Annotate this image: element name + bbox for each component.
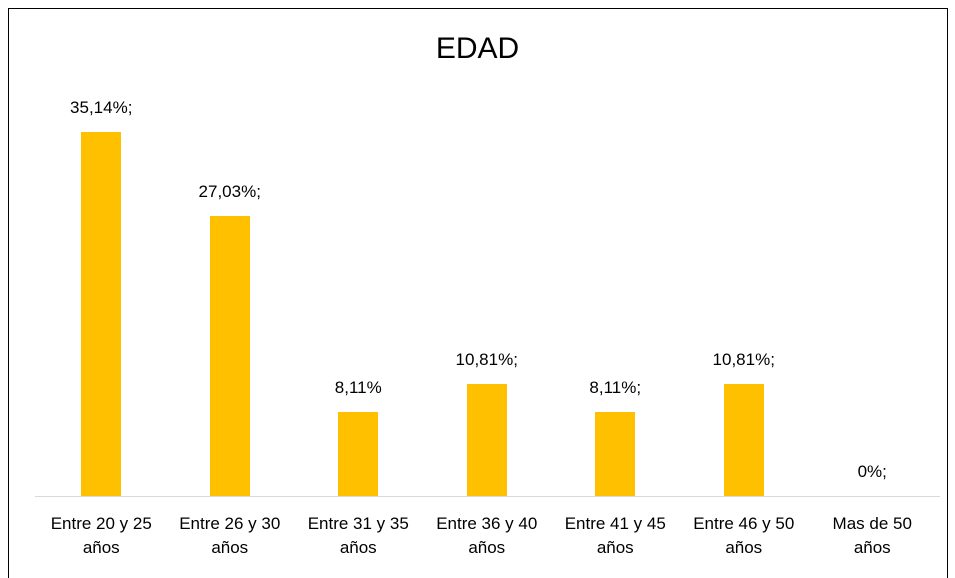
data-label: 27,03%; <box>198 182 261 201</box>
x-axis-line <box>35 496 940 497</box>
chart-title: EDAD <box>435 32 520 65</box>
x-tick-label: Entre 31 y 35 años <box>307 514 409 557</box>
x-tick-label: Entre 46 y 50 años <box>693 514 795 557</box>
data-label: 8,11% <box>334 377 382 397</box>
bar <box>723 384 764 496</box>
bar <box>466 384 507 496</box>
x-tick-label: Mas de 50 años <box>832 514 912 557</box>
bar <box>338 411 379 496</box>
x-tick-label: Entre 26 y 30 años <box>179 514 281 557</box>
data-label: 0%; <box>857 462 887 481</box>
x-tick-label: Entre 41 y 45 años <box>564 514 666 557</box>
bar <box>209 216 250 496</box>
chart-frame <box>8 8 948 578</box>
x-tick-label: Entre 36 y 40 años <box>436 514 538 557</box>
data-label: 8,11%; <box>589 377 642 397</box>
bar <box>595 411 636 496</box>
data-label: 10,81%; <box>712 350 775 370</box>
data-label: 35,14%; <box>70 98 133 117</box>
data-label: 10,81%; <box>455 350 518 370</box>
x-tick-label: Entre 20 y 25 años <box>50 514 152 557</box>
bar <box>81 132 122 496</box>
